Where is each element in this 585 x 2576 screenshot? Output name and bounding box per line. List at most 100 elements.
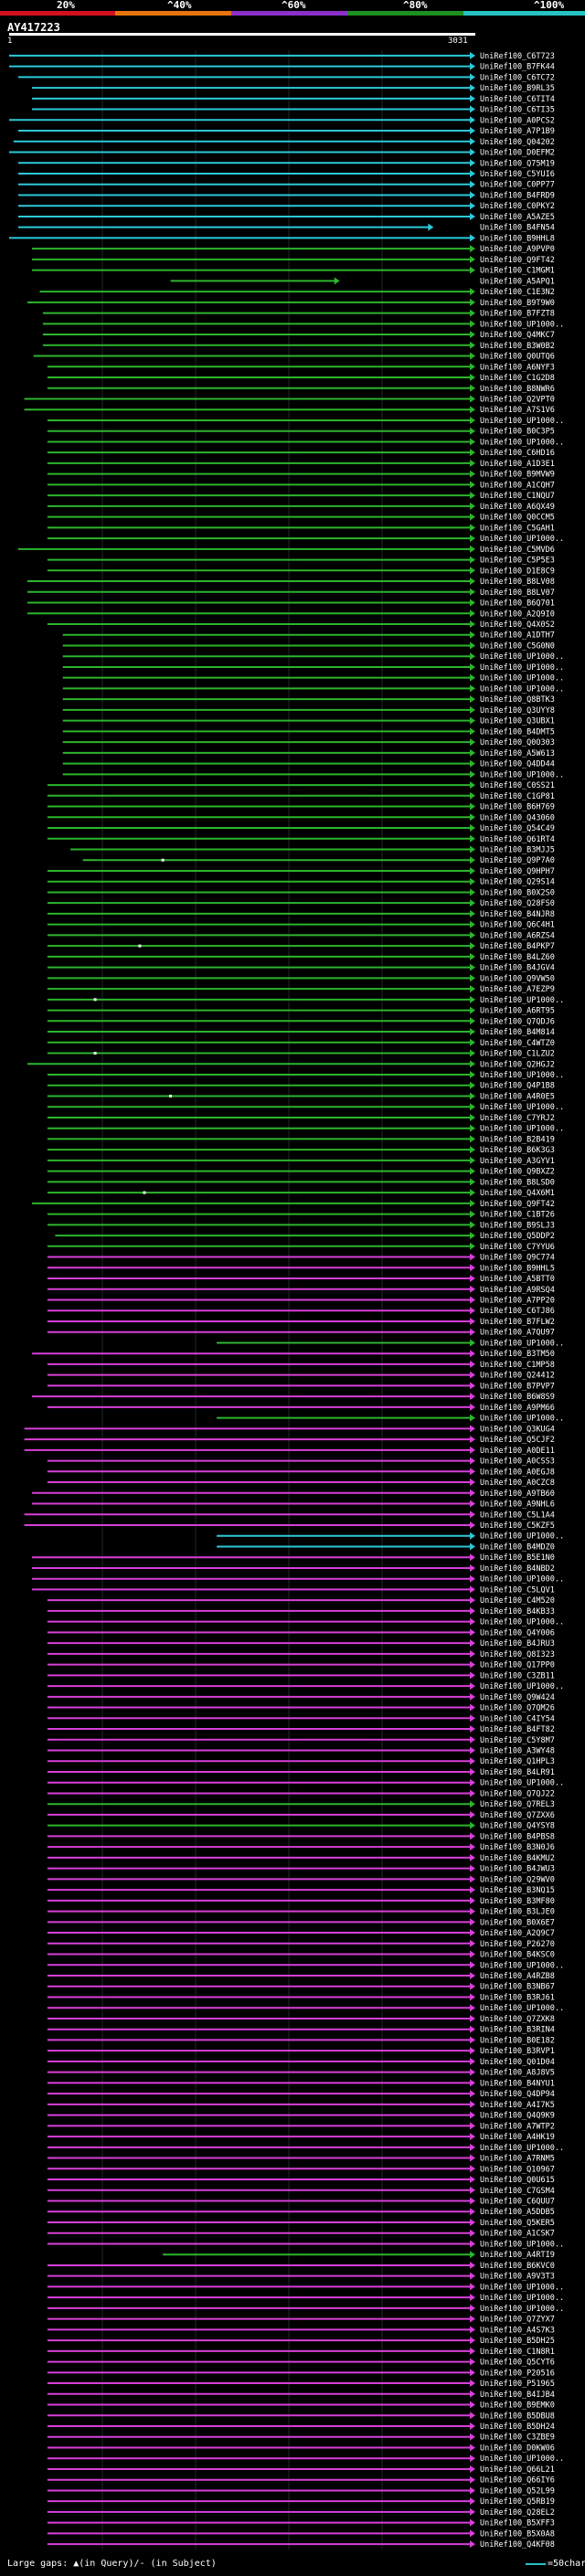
hit-label[interactable]: UniRef100_Q61RT4	[480, 835, 555, 844]
hit-label[interactable]: UniRef100_Q0UTQ6	[480, 353, 555, 362]
hit-label[interactable]: UniRef100_Q4P1B8	[480, 1082, 555, 1091]
hit-row[interactable]: UniRef100_Q7QM26	[47, 1703, 555, 1713]
hit-row[interactable]: UniRef100_B9T9W0	[27, 298, 555, 308]
hit-row[interactable]: UniRef100_P26270	[47, 1939, 555, 1949]
hit-row[interactable]: UniRef100_Q28FS0	[47, 899, 555, 908]
hit-label[interactable]: UniRef100_Q5RB19	[480, 2497, 555, 2507]
hit-label[interactable]: UniRef100_D0KW06	[480, 2443, 555, 2453]
hit-label[interactable]: UniRef100_Q4KF08	[480, 2540, 555, 2549]
hit-row[interactable]: UniRef100_B3NQ15	[47, 1886, 555, 1895]
hit-label[interactable]: UniRef100_B7FK44	[480, 63, 555, 72]
hit-row[interactable]: UniRef100_C5P5E3	[47, 556, 555, 566]
hit-label[interactable]: UniRef100_UP1000..	[480, 652, 564, 662]
hit-label[interactable]: UniRef100_Q24412	[480, 1372, 555, 1381]
hit-row[interactable]: UniRef100_Q9FT42	[32, 1199, 555, 1209]
hit-label[interactable]: UniRef100_Q9HPH7	[480, 867, 555, 876]
hit-row[interactable]: UniRef100_A4R0E5	[47, 1092, 555, 1101]
hit-row[interactable]: UniRef100_A7WTP2	[47, 2122, 555, 2131]
hit-row[interactable]: UniRef100_A9NHL6	[32, 1500, 555, 1510]
hit-row[interactable]: UniRef100_A7PP20	[47, 1296, 555, 1306]
hit-label[interactable]: UniRef100_C0SS21	[480, 781, 555, 790]
hit-row[interactable]: UniRef100_B4FT82	[47, 1725, 555, 1734]
hit-label[interactable]: UniRef100_B3RJ61	[480, 1993, 555, 2002]
hit-label[interactable]: UniRef100_Q5CJF2	[480, 1436, 555, 1445]
hit-row[interactable]: UniRef100_A6NYF3	[47, 363, 555, 372]
hit-label[interactable]: UniRef100_UP1000..	[480, 2305, 564, 2314]
hit-label[interactable]: UniRef100_A9RSQ4	[480, 1286, 555, 1295]
hit-row[interactable]: UniRef100_B9MVW9	[47, 470, 555, 480]
hit-label[interactable]: UniRef100_UP1000..	[480, 674, 564, 684]
hit-label[interactable]: UniRef100_C5KZF5	[480, 1521, 555, 1531]
hit-label[interactable]: UniRef100_A4R0E5	[480, 1092, 555, 1101]
hit-row[interactable]: UniRef100_Q5CJF2	[24, 1436, 555, 1445]
hit-label[interactable]: UniRef100_Q6C4H1	[480, 921, 555, 930]
hit-label[interactable]: UniRef100_B5DH24	[480, 2422, 555, 2432]
hit-label[interactable]: UniRef100_C6HD16	[480, 449, 555, 458]
hit-label[interactable]: UniRef100_B7FZT8	[480, 310, 555, 319]
hit-row[interactable]: UniRef100_A4I7K5	[47, 2100, 555, 2110]
hit-label[interactable]: UniRef100_Q66IY6	[480, 2476, 555, 2486]
hit-row[interactable]: UniRef100_A9RSQ4	[47, 1285, 555, 1295]
hit-row[interactable]: UniRef100_C1NQU7	[47, 492, 555, 501]
hit-label[interactable]: UniRef100_UP1000..	[480, 1415, 564, 1424]
hit-label[interactable]: UniRef100_A7WTP2	[480, 2122, 555, 2131]
hit-label[interactable]: UniRef100_A6NYF3	[480, 363, 555, 372]
hit-label[interactable]: UniRef100_UP1000..	[480, 1103, 564, 1112]
hit-label[interactable]: UniRef100_C7YRJ2	[480, 1114, 555, 1123]
hit-row[interactable]: UniRef100_B5E1N0	[32, 1553, 555, 1563]
hit-label[interactable]: UniRef100_B4KMU2	[480, 1854, 555, 1863]
hit-row[interactable]: UniRef100_Q1HPL3	[47, 1757, 555, 1766]
hit-label[interactable]: UniRef100_B6Q701	[480, 599, 555, 609]
hit-label[interactable]: UniRef100_A8J8V5	[480, 2069, 555, 2078]
hit-label[interactable]: UniRef100_UP1000..	[480, 1961, 564, 1970]
hit-label[interactable]: UniRef100_Q5CYT6	[480, 2359, 555, 2368]
hit-label[interactable]: UniRef100_UP1000..	[480, 996, 564, 1005]
hit-row[interactable]: UniRef100_A0CZC8	[47, 1479, 555, 1488]
hit-row[interactable]: UniRef100_B0X2S0	[47, 888, 555, 897]
hit-label[interactable]: UniRef100_A7EZP9	[480, 985, 555, 994]
hit-label[interactable]: UniRef100_C5GAH1	[480, 524, 555, 533]
hit-label[interactable]: UniRef100_B3LJE0	[480, 1908, 555, 1917]
hit-row[interactable]: UniRef100_B9EMK0	[47, 2401, 555, 2411]
hit-row[interactable]: UniRef100_B7FK44	[9, 62, 555, 72]
hit-label[interactable]: UniRef100_C6TJ86	[480, 1307, 555, 1316]
hit-row[interactable]: UniRef100_Q66L21	[47, 2465, 555, 2475]
hit-label[interactable]: UniRef100_A0DE11	[480, 1447, 555, 1456]
hit-row[interactable]: UniRef100_C0SS21	[47, 781, 555, 790]
hit-row[interactable]: UniRef100_Q01D04	[47, 2057, 555, 2067]
hit-label[interactable]: UniRef100_C4WTZ0	[480, 1039, 555, 1048]
hit-label[interactable]: UniRef100_Q28FS0	[480, 899, 555, 908]
hit-row[interactable]: UniRef100_B0X6E7	[47, 1918, 555, 1927]
hit-row[interactable]: UniRef100_C1MGM1	[32, 266, 555, 276]
hit-label[interactable]: UniRef100_B9SLJ3	[480, 1221, 555, 1230]
hit-row[interactable]: UniRef100_B4KSC0	[47, 1950, 555, 1960]
hit-label[interactable]: UniRef100_UP1000..	[480, 2454, 564, 2464]
hit-label[interactable]: UniRef100_Q43060	[480, 813, 555, 822]
hit-row[interactable]: UniRef100_B9RL35	[32, 84, 555, 93]
hit-label[interactable]: UniRef100_C1MP58	[480, 1361, 555, 1370]
hit-label[interactable]: UniRef100_Q75M19	[480, 159, 555, 168]
hit-label[interactable]: UniRef100_Q29WV0	[480, 1875, 555, 1884]
hit-label[interactable]: UniRef100_Q01D04	[480, 2058, 555, 2067]
hit-label[interactable]: UniRef100_UP1000..	[480, 417, 564, 426]
hit-label[interactable]: UniRef100_B2B419	[480, 1135, 555, 1144]
hit-row[interactable]: UniRef100_Q17PP0	[47, 1660, 555, 1670]
hit-row[interactable]: UniRef100_Q28EL2	[47, 2507, 555, 2518]
hit-label[interactable]: UniRef100_UP1000..	[480, 1125, 564, 1134]
hit-label[interactable]: UniRef100_Q7REL3	[480, 1800, 555, 1809]
hit-row[interactable]: UniRef100_D1E8C9	[47, 567, 555, 576]
hit-label[interactable]: UniRef100_A0EGJ8	[480, 1468, 555, 1477]
hit-label[interactable]: UniRef100_B6KVC0	[480, 2262, 555, 2271]
hit-label[interactable]: UniRef100_B8NWR6	[480, 385, 555, 394]
hit-label[interactable]: UniRef100_B3MJJ5	[480, 845, 555, 854]
hit-row[interactable]: UniRef100_B9HHL8	[9, 234, 555, 243]
hit-row[interactable]: UniRef100_B3N0J6	[47, 1843, 555, 1852]
hit-label[interactable]: UniRef100_UP1000..	[480, 2283, 564, 2292]
hit-row[interactable]: UniRef100_C1G2D8	[47, 374, 555, 383]
hit-label[interactable]: UniRef100_B4KSC0	[480, 1951, 555, 1960]
hit-label[interactable]: UniRef100_Q4MKC7	[480, 331, 555, 340]
hit-row[interactable]: UniRef100_D0EFM2	[9, 148, 555, 158]
hit-row[interactable]: UniRef100_A1CQH7	[47, 481, 555, 490]
hit-label[interactable]: UniRef100_Q4DP94	[480, 2090, 555, 2099]
hit-label[interactable]: UniRef100_B4PBS8	[480, 1832, 555, 1841]
